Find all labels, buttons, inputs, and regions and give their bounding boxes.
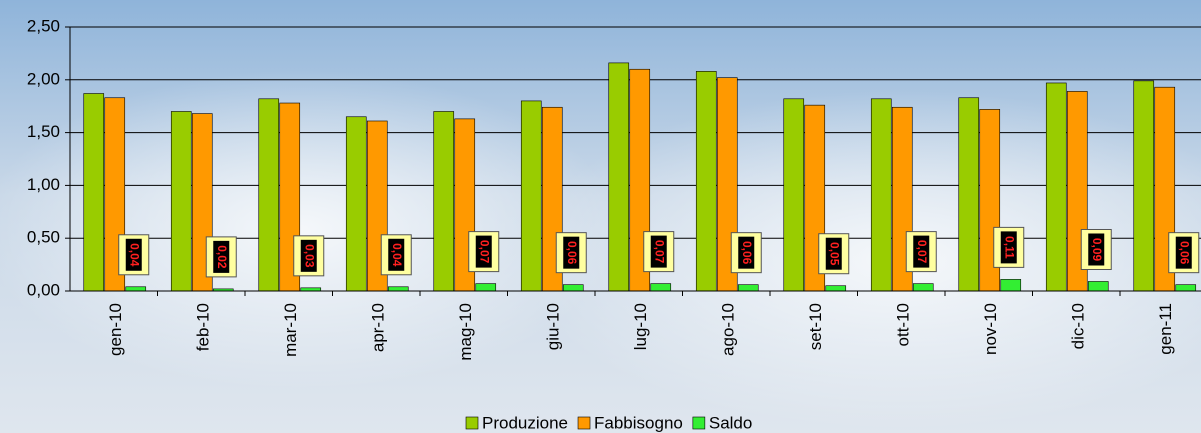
- data-label: 0,07: [478, 240, 492, 264]
- data-label-inner: [563, 236, 580, 269]
- data-label: 0,07: [653, 240, 667, 264]
- bar: [1175, 284, 1197, 292]
- data-label-inner: [1088, 233, 1105, 266]
- bar: [1000, 279, 1022, 292]
- data-label: 0,07: [915, 240, 929, 264]
- bar: [475, 283, 497, 292]
- bar: [83, 93, 105, 292]
- legend-swatch: [577, 416, 591, 430]
- bar: [258, 98, 280, 292]
- bar: [1133, 80, 1155, 292]
- data-label-inner: [1000, 231, 1017, 264]
- x-tick-label: ago-10: [719, 303, 738, 356]
- data-label-inner: [300, 239, 317, 272]
- legend-label: Saldo: [709, 413, 752, 432]
- data-label-inner: [1175, 236, 1192, 269]
- y-tick-label: 1,50: [27, 122, 60, 141]
- cloud: [520, 90, 1201, 430]
- data-label: 0,09: [1090, 238, 1104, 262]
- bar: [1045, 82, 1067, 292]
- bar: [170, 111, 192, 292]
- x-tick-label: mar-10: [281, 303, 300, 357]
- y-tick-label: 2,00: [27, 69, 60, 88]
- x-tick-label: dic-10: [1069, 303, 1088, 349]
- bar: [825, 285, 847, 292]
- y-tick-label: 1,00: [27, 175, 60, 194]
- bar: [912, 283, 934, 292]
- data-label: 0,05: [828, 242, 842, 266]
- x-tick-label: ott-10: [894, 303, 913, 346]
- x-tick-label: giu-10: [544, 303, 563, 350]
- data-label: 0,03: [303, 244, 317, 268]
- x-tick-label: gen-11: [1156, 303, 1175, 355]
- x-tick-label: mag-10: [456, 303, 475, 361]
- data-label-inner: [388, 238, 405, 271]
- bar: [650, 283, 672, 292]
- data-label-inner: [913, 235, 930, 268]
- bar: [695, 71, 717, 292]
- x-tick-label: lug-10: [631, 303, 650, 350]
- bar: [520, 100, 542, 292]
- y-tick-label: 0,50: [27, 228, 60, 247]
- bar: [562, 284, 584, 292]
- data-label-inner: [475, 235, 492, 268]
- data-label: 0,06: [565, 241, 579, 265]
- data-label: 0,06: [740, 241, 754, 265]
- data-label: 0,11: [1003, 236, 1017, 259]
- legend-swatch: [692, 416, 706, 430]
- y-tick-label: 2,50: [27, 16, 60, 35]
- bar: [783, 98, 805, 292]
- x-tick-label: feb-10: [194, 303, 213, 351]
- x-tick-label: set-10: [806, 303, 825, 350]
- data-label: 0,02: [215, 245, 229, 269]
- data-label: 0,06: [1178, 241, 1192, 265]
- bar: [387, 286, 409, 292]
- data-label: 0,04: [390, 243, 404, 267]
- data-label-inner: [125, 238, 142, 271]
- legend-label: Fabbisogno: [594, 413, 683, 432]
- bar: [1087, 281, 1109, 292]
- bar: [125, 286, 147, 292]
- bar: [737, 284, 759, 292]
- bar: [608, 62, 630, 292]
- data-label-inner: [825, 237, 842, 270]
- data-label: 0,04: [128, 243, 142, 267]
- y-tick-label: 0,00: [27, 280, 60, 299]
- legend-label: Produzione: [482, 413, 568, 432]
- bar: [433, 111, 455, 292]
- x-tick-label: apr-10: [369, 303, 388, 352]
- x-tick-label: nov-10: [981, 303, 1000, 355]
- data-label-inner: [650, 235, 667, 268]
- bar: [345, 116, 367, 292]
- data-label-inner: [738, 236, 755, 269]
- data-label-inner: [213, 240, 230, 273]
- bar: [958, 97, 980, 292]
- bar: [870, 98, 892, 292]
- legend-swatch: [465, 416, 479, 430]
- x-tick-label: gen-10: [106, 303, 125, 356]
